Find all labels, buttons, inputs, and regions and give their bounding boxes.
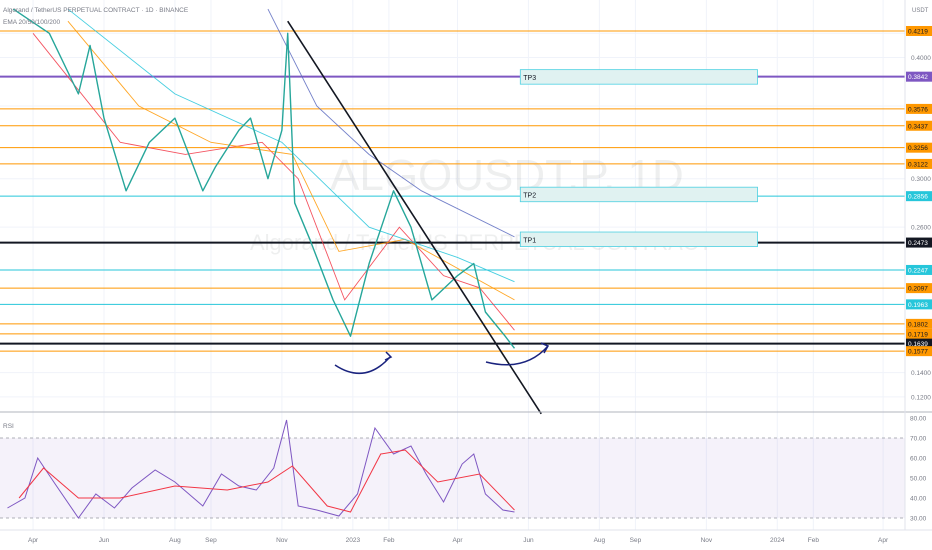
- level-badge-0: [906, 25, 932, 36]
- time-tick-10: Sep: [630, 537, 642, 544]
- rsi-label: RSI: [3, 423, 14, 430]
- time-axis[interactable]: Apr Jun Aug Sep Nov 2023 Feb Apr Jun Aug Sep Nov 202…: [28, 537, 889, 544]
- time-tick-11: Nov: [701, 537, 713, 544]
- level-badge-label-8: 0.2247: [908, 267, 928, 274]
- time-tick-8: Jun: [523, 537, 534, 544]
- level-badge-12: [906, 328, 932, 339]
- target-box-tp3: [519, 69, 758, 85]
- rsi-tick-0: 80.00: [910, 416, 927, 423]
- time-tick-13: Feb: [808, 537, 820, 544]
- rsi-tick-1: 70.00: [910, 436, 927, 443]
- arrowhead-left: [384, 351, 393, 361]
- price-axis[interactable]: 0.42000.40000.36000.30000.26000.14000.12…: [906, 25, 932, 401]
- level-badge-6: [906, 191, 932, 202]
- level-badge-label-9: 0.2097: [908, 286, 928, 293]
- ema-line-1: [32, 33, 515, 331]
- time-tick-12: 2024: [770, 537, 785, 544]
- currency-label: USDT: [912, 8, 929, 14]
- price-tick-5: 0.1400: [911, 370, 931, 377]
- rsi-tick-4: 40.00: [910, 496, 927, 503]
- time-tick-7: Apr: [452, 537, 463, 544]
- level-badge-label-11: 0.1802: [908, 321, 928, 328]
- time-tick-3: Sep: [205, 537, 217, 544]
- price-series: [12, 8, 516, 349]
- level-badge-9: [906, 283, 932, 294]
- level-badge-2: [906, 103, 932, 114]
- target-boxes: TP3 TP2 TP1: [519, 69, 758, 247]
- time-tick-4: Nov: [276, 537, 288, 544]
- target-box-tp2: [519, 186, 758, 203]
- ema-line-3: [67, 8, 515, 283]
- level-badge-label-13: 0.1639: [908, 341, 928, 348]
- ema-line-4: [267, 8, 515, 238]
- rsi-ma-line: [18, 449, 515, 513]
- price-tick-3: 0.3000: [911, 176, 931, 183]
- time-tick-5: 2023: [346, 537, 361, 544]
- level-badge-1: [906, 71, 932, 82]
- time-tick-14: Apr: [878, 537, 889, 544]
- price-line: [12, 8, 516, 349]
- price-tick-6: 0.1200: [911, 394, 931, 401]
- level-badge-label-14: 0.1577: [908, 349, 928, 356]
- time-tick-9: Aug: [594, 537, 606, 544]
- level-badge-label-10: 0.1963: [908, 302, 928, 309]
- level-badge-3: [906, 120, 932, 131]
- level-badge-14: [906, 346, 932, 357]
- rsi-tick-5: 30.00: [910, 516, 927, 523]
- rsi-pane: 80.00 70.00 60.00 50.00 40.00 30.00: [0, 416, 927, 523]
- time-tick-2: Aug: [169, 537, 181, 544]
- level-badge-label-6: 0.2856: [908, 194, 928, 201]
- target-label-tp2: TP2: [523, 192, 536, 199]
- indicator-label: EMA 20/50/100/200: [3, 19, 60, 26]
- bottom-arc-left: [334, 356, 391, 375]
- rsi-tick-3: 50.00: [910, 476, 927, 483]
- level-badge-13: [906, 338, 932, 349]
- level-badge-label-1: 0.3842: [908, 74, 928, 81]
- level-badge-10: [906, 299, 932, 310]
- grid: [0, 0, 905, 530]
- target-label-tp3: TP3: [523, 75, 536, 82]
- target-label-tp1: TP1: [523, 237, 536, 244]
- level-badge-4: [906, 142, 932, 153]
- level-badge-label-3: 0.3437: [908, 123, 928, 130]
- target-box-tp1: [519, 231, 758, 247]
- time-tick-0: Apr: [28, 537, 39, 544]
- level-badge-label-7: 0.2473: [908, 240, 928, 247]
- time-tick-1: Jun: [99, 537, 110, 544]
- level-badge-7: [906, 237, 932, 248]
- descending-trendline: [287, 20, 542, 415]
- time-tick-6: Feb: [383, 537, 395, 544]
- bottom-arc-right: [485, 345, 549, 366]
- trendline[interactable]: [287, 20, 542, 415]
- level-badge-label-2: 0.3576: [908, 106, 928, 113]
- level-badge-11: [906, 318, 932, 329]
- level-badge-label-12: 0.1719: [908, 331, 928, 338]
- level-badge-label-4: 0.3256: [908, 145, 928, 152]
- level-badge-5: [906, 158, 932, 169]
- level-badge-8: [906, 264, 932, 275]
- rsi-band: [0, 438, 905, 518]
- ema-lines: [32, 8, 515, 331]
- arrowhead-right: [540, 342, 550, 354]
- chart-title: Algorand / TetherUS PERPETUAL CONTRACT ·…: [3, 7, 189, 14]
- level-badge-label-0: 0.4219: [908, 28, 928, 35]
- rsi-tick-2: 60.00: [910, 456, 927, 463]
- price-tick-1: 0.4000: [911, 55, 931, 62]
- level-badge-label-5: 0.3122: [908, 161, 928, 168]
- price-tick-4: 0.2600: [911, 225, 931, 232]
